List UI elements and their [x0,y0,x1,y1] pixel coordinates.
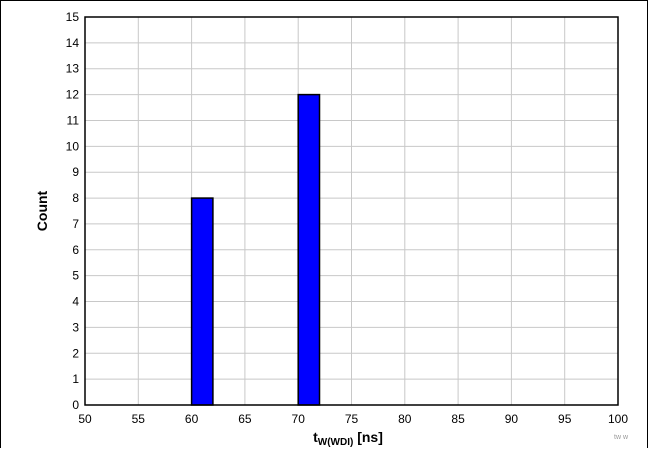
x-axis-title-main: t [313,429,318,445]
x-tick-label: 65 [238,412,252,426]
y-tick-label: 15 [66,10,80,24]
y-tick-label: 3 [72,320,79,334]
y-tick-label: 9 [72,165,79,179]
y-tick-label: 14 [66,36,80,50]
histogram-bar [297,93,321,406]
x-tick-label: 100 [608,412,628,426]
bars-group [190,93,321,406]
y-tick-label: 10 [66,139,80,153]
histogram-bar [190,197,214,406]
x-tick-label: 60 [185,412,199,426]
x-axis-title-subscript: W(WDI) [318,437,354,448]
x-axis-title: tW(WDI) [ns] [313,429,383,448]
y-tick-label: 12 [66,88,80,102]
y-tick-label: 4 [72,295,79,309]
y-tick-label: 2 [72,346,79,360]
x-tick-label: 50 [78,412,92,426]
y-tick-label: 11 [67,113,80,127]
x-tick-label: 85 [451,412,465,426]
x-axis-title-unit: [ns] [353,429,383,445]
x-tick-label: 90 [505,412,519,426]
y-tick-label: 6 [72,243,79,257]
x-tick-label: 70 [292,412,306,426]
y-tick-label: 5 [72,269,79,283]
x-tick-label: 95 [558,412,572,426]
y-tick-label: 7 [72,217,79,231]
plot-area-border [84,16,619,406]
grid-lines [84,16,619,406]
y-tick-label: 13 [66,62,80,76]
x-tick-label: 75 [345,412,359,426]
x-tick-label: 55 [132,412,146,426]
x-tick-label: 80 [398,412,412,426]
x-axis-ticks: 50 55 60 65 70 75 80 85 90 95 100 [78,412,628,426]
y-axis-title: Count [34,190,50,231]
y-tick-label: 0 [72,398,79,412]
y-tick-label: 1 [72,372,79,386]
watermark: tw w [614,434,629,441]
y-tick-label: 8 [72,191,79,205]
